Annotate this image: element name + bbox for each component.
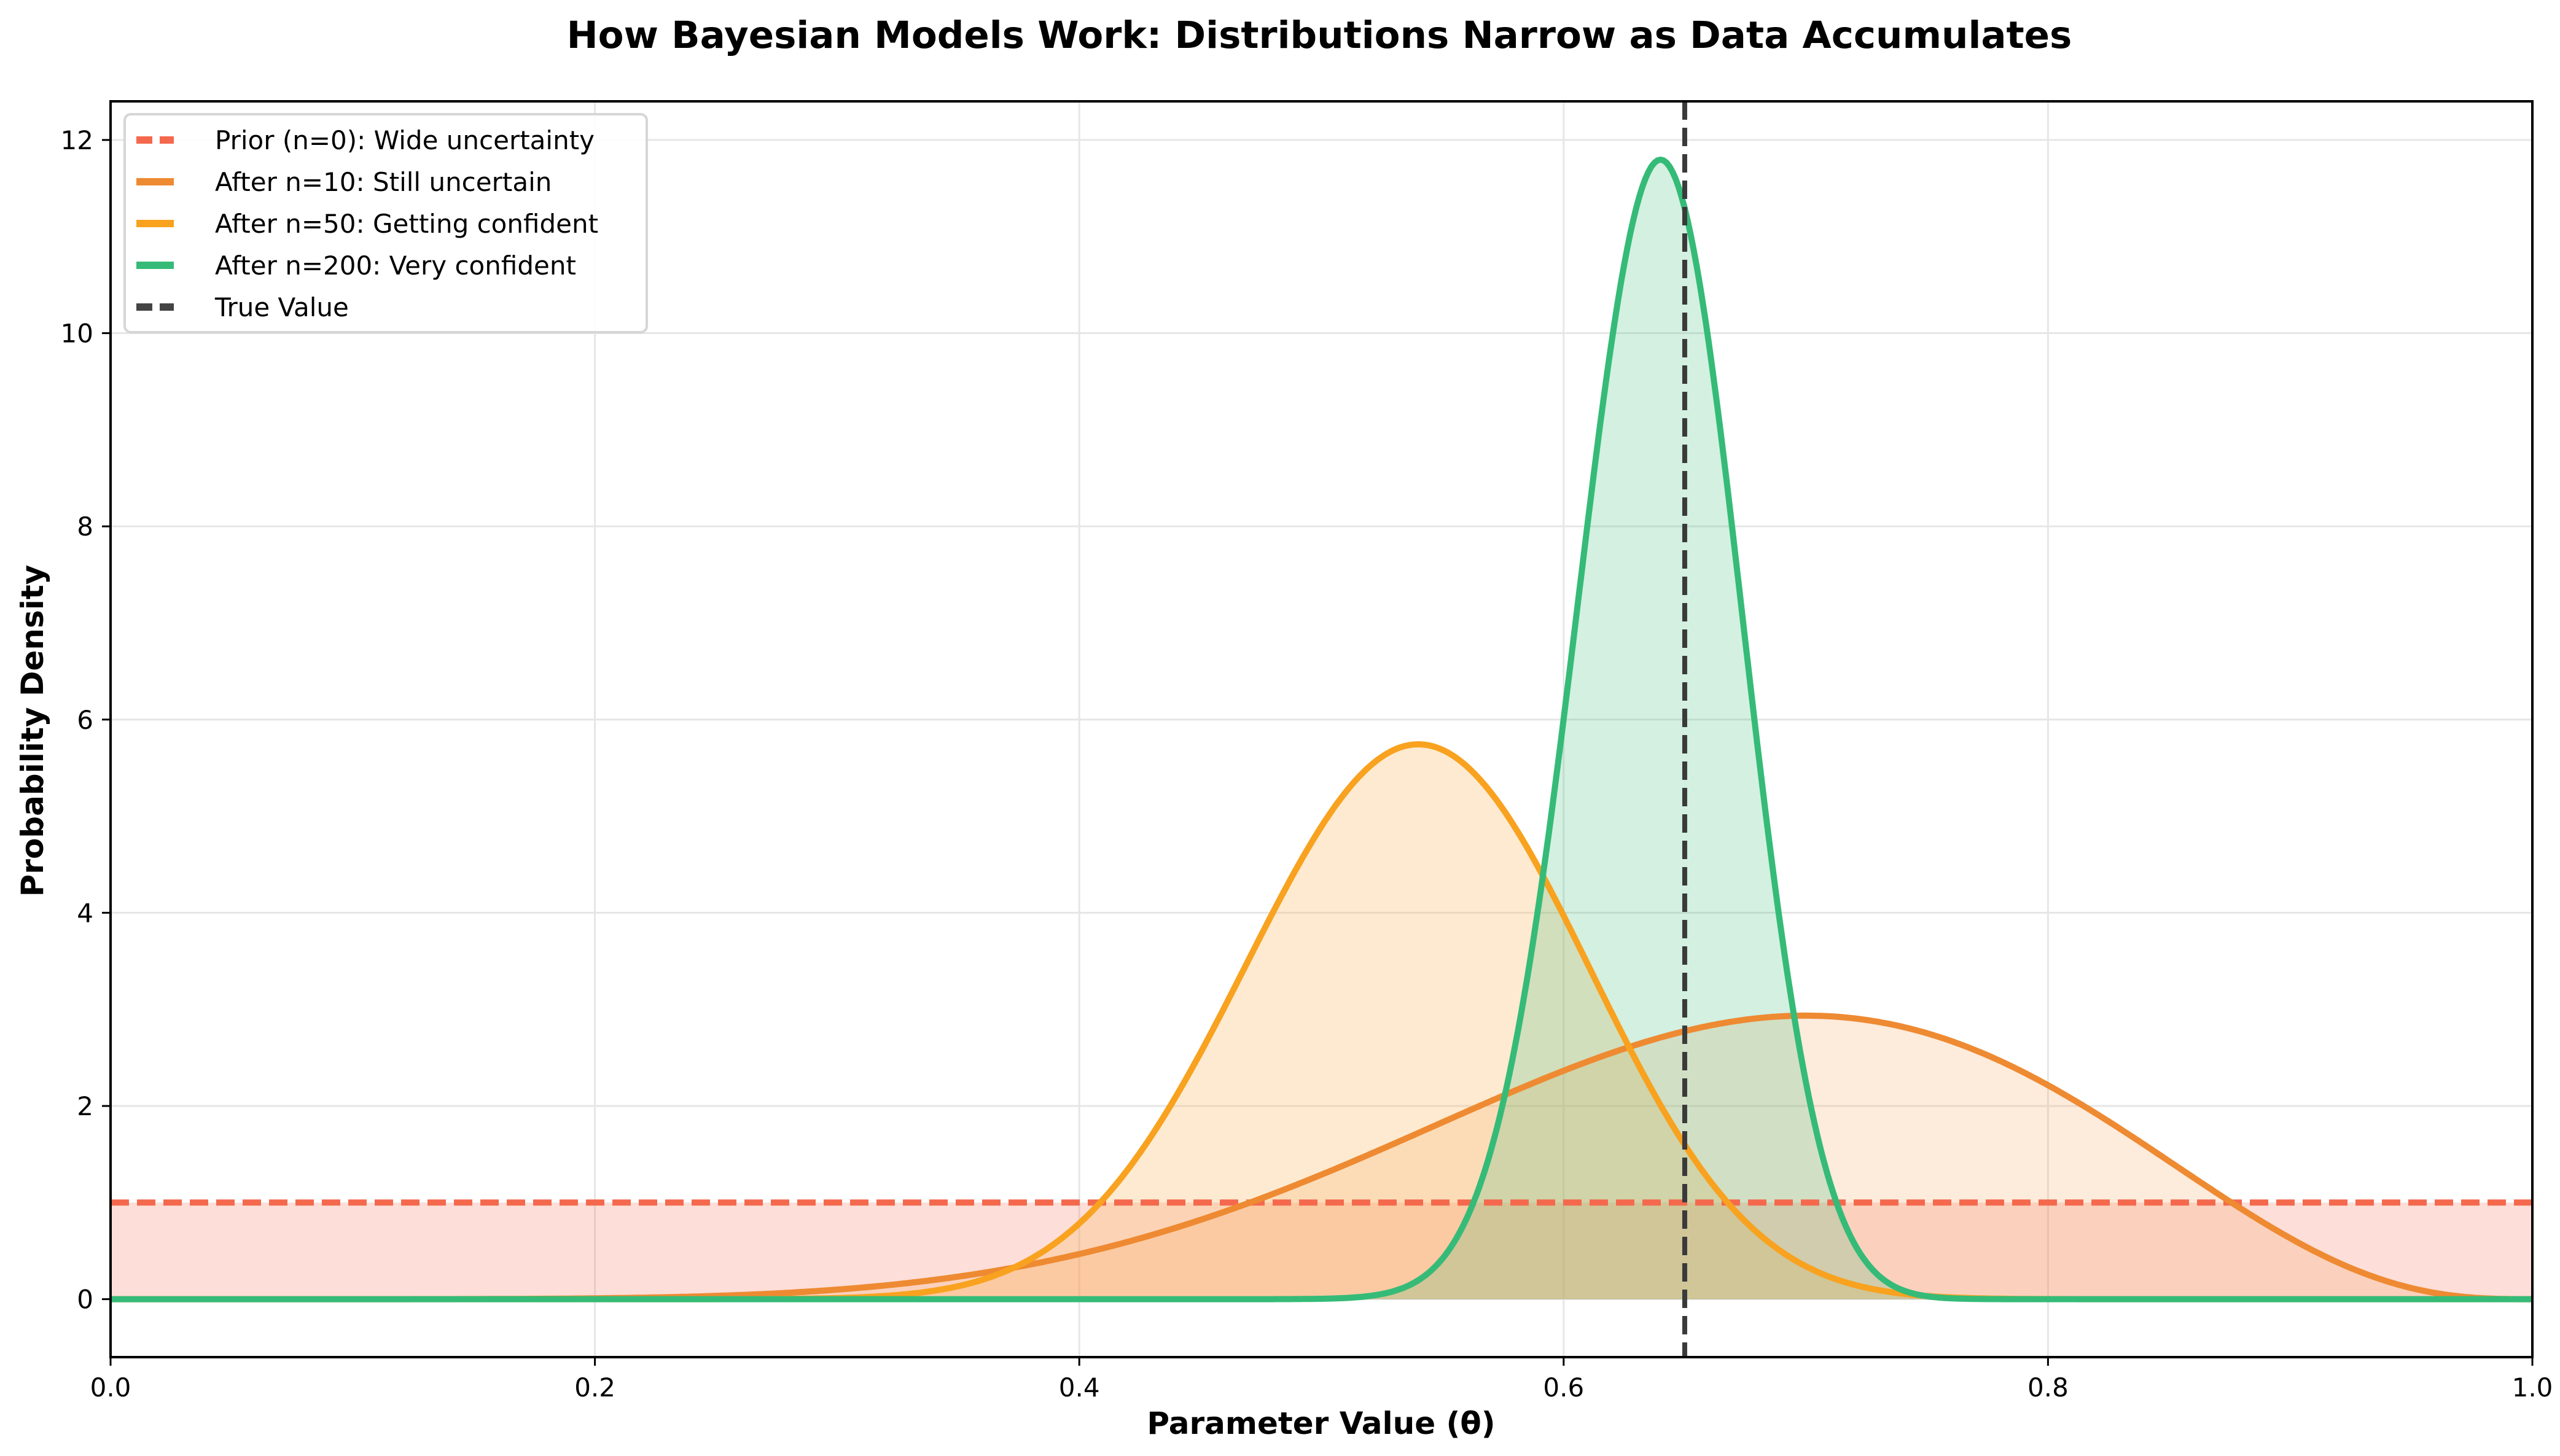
- distribution-curves: [110, 157, 2533, 1302]
- curve-posterior-3: [110, 157, 2533, 1302]
- legend-box: [123, 113, 648, 333]
- x-tick-label: 1.0: [2512, 1372, 2553, 1403]
- legend-item: Prior (n=0): Wide uncertainty: [136, 125, 595, 155]
- legend-item: After n=200: Very confident: [136, 251, 576, 281]
- legend-label: True Value: [214, 292, 349, 322]
- x-tick-label: 0.0: [90, 1372, 131, 1403]
- y-tick-label: 8: [77, 512, 93, 542]
- legend-item: After n=50: Getting confident: [136, 209, 598, 239]
- legend-item: After n=10: Still uncertain: [136, 167, 552, 197]
- legend: Prior (n=0): Wide uncertainty After n=10:…: [123, 113, 648, 333]
- y-tick-label: 2: [77, 1091, 93, 1121]
- legend-label: After n=200: Very confident: [215, 251, 576, 281]
- y-tick-label: 6: [77, 705, 93, 735]
- fill-prior: [111, 1202, 2532, 1299]
- legend-label: After n=50: Getting confident: [215, 209, 598, 239]
- x-axis-ticks: 0.0 0.2 0.4 0.6 0.8 1.0: [90, 1357, 2553, 1403]
- y-axis-ticks: 0 2 4 6 8 10 12: [61, 125, 111, 1315]
- x-tick-label: 0.4: [1059, 1372, 1100, 1403]
- plot-frame: [109, 100, 2534, 1358]
- x-tick-label: 0.6: [1543, 1372, 1584, 1403]
- x-tick-label: 0.2: [574, 1372, 615, 1403]
- y-tick-label: 4: [77, 898, 93, 928]
- legend-label: After n=10: Still uncertain: [215, 167, 552, 197]
- y-tick-label: 10: [61, 319, 93, 349]
- y-axis-label: Probability Density: [15, 565, 50, 897]
- chart-title: How Bayesian Models Work: Distributions …: [567, 14, 2072, 57]
- fill-posterior-2: [111, 744, 2532, 1299]
- fill-posterior-1: [111, 1015, 2532, 1299]
- y-tick-label: 12: [61, 125, 93, 155]
- legend-label: Prior (n=0): Wide uncertainty: [215, 125, 595, 155]
- x-axis-label: Parameter Value (θ): [1147, 1406, 1495, 1441]
- x-tick-label: 0.8: [2027, 1372, 2069, 1403]
- y-tick-label: 0: [77, 1285, 93, 1315]
- legend-item: True Value: [136, 292, 349, 322]
- distribution-fills: [111, 160, 2532, 1299]
